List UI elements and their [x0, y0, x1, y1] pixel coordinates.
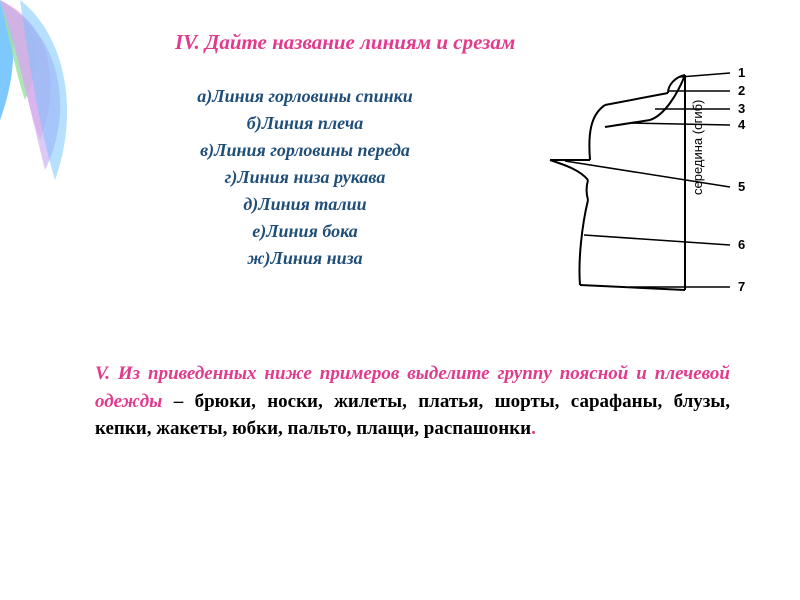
diagram-fold-label: середина (сгиб) [690, 100, 705, 195]
answer-a: а)Линия горловины спинки [130, 86, 480, 107]
section-5-dot: . [531, 418, 536, 439]
diagram-num-3: 3 [738, 101, 745, 116]
answer-d: д)Линия талии [130, 194, 480, 215]
section-4-title: IV. Дайте название линиям и срезам [175, 30, 515, 55]
answer-e: е)Линия бока [130, 221, 480, 242]
diagram-num-1: 1 [738, 65, 745, 80]
answer-b: б)Линия плеча [130, 113, 480, 134]
section-5-text: V. Из приведенных ниже примеров выделите… [95, 360, 730, 443]
section-5-body: – брюки, носки, жилеты, платья, шорты, с… [95, 391, 730, 440]
diagram-num-2: 2 [738, 83, 745, 98]
pattern-diagram: 1 2 3 4 5 6 7 середина (сгиб) [510, 65, 760, 305]
answer-g: г)Линия низа рукава [130, 167, 480, 188]
diagram-num-6: 6 [738, 237, 745, 252]
diagram-num-7: 7 [738, 279, 745, 294]
answer-zh: ж)Линия низа [130, 248, 480, 269]
diagram-num-4: 4 [738, 117, 746, 132]
diagram-num-5: 5 [738, 179, 745, 194]
answers-list: а)Линия горловины спинки б)Линия плеча в… [130, 80, 480, 275]
answer-v: в)Линия горловины переда [130, 140, 480, 161]
